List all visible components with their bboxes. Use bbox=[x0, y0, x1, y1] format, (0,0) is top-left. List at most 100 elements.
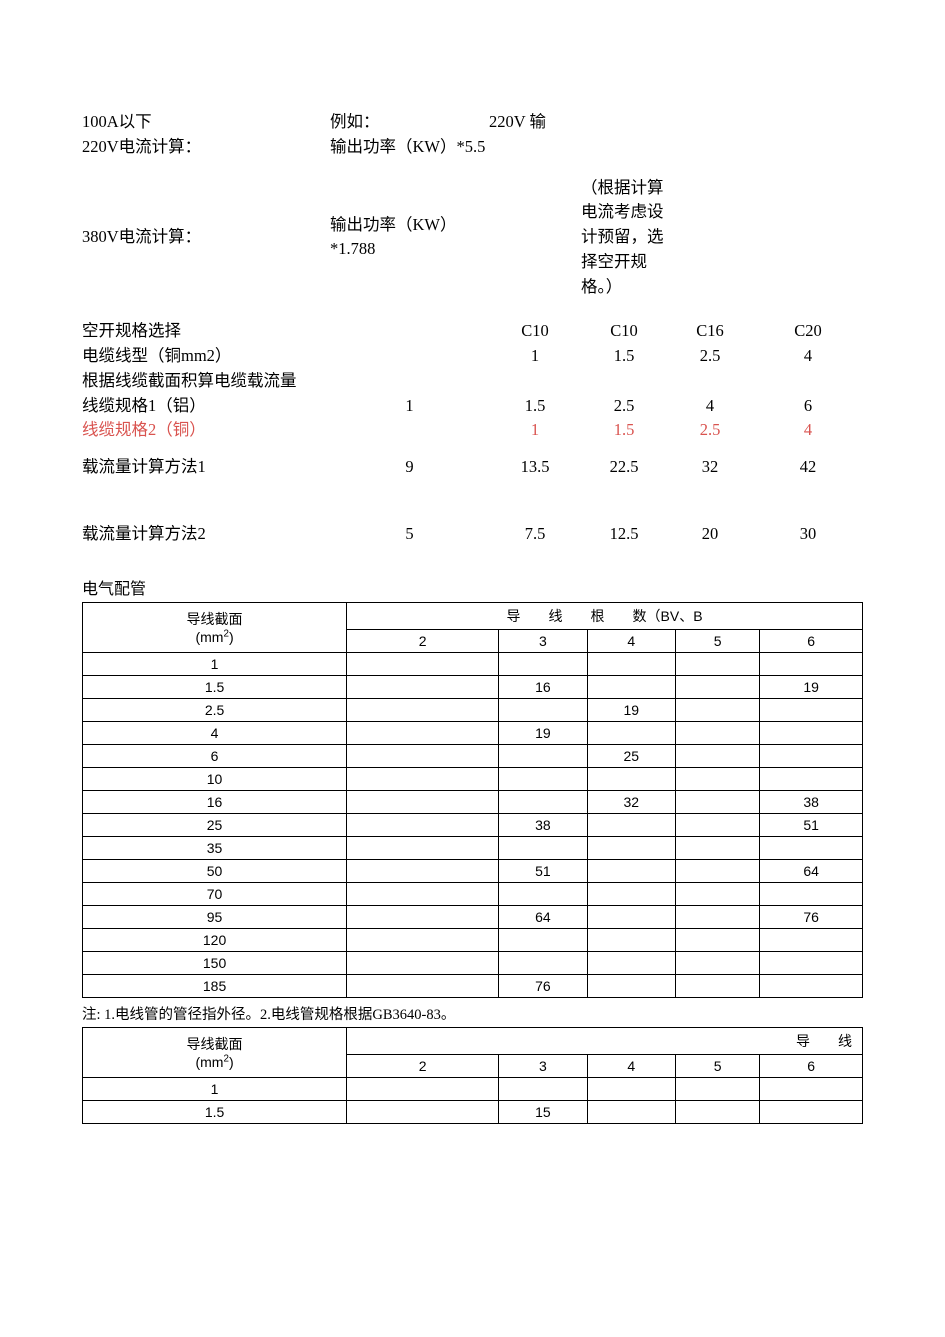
cell bbox=[675, 928, 759, 951]
col-header: 2 bbox=[347, 1054, 499, 1077]
cell: 13.5 bbox=[489, 455, 581, 480]
cell: 76 bbox=[499, 974, 587, 997]
col-header: 4 bbox=[587, 1054, 675, 1077]
cell: 51 bbox=[760, 813, 863, 836]
table-row: 120 bbox=[83, 928, 863, 951]
cell bbox=[587, 905, 675, 928]
cell bbox=[587, 974, 675, 997]
upper-row: 载流量计算方法2 5 7.5 12.5 20 30 bbox=[82, 480, 863, 547]
row-label: 6 bbox=[83, 744, 347, 767]
cell bbox=[760, 698, 863, 721]
cell bbox=[347, 652, 499, 675]
cell bbox=[499, 744, 587, 767]
cell: 12.5 bbox=[581, 522, 667, 547]
cell: C16 bbox=[667, 319, 753, 344]
cell bbox=[760, 836, 863, 859]
cell: （根据计算电流考虑设计预留，选择空开规格。） bbox=[581, 176, 671, 300]
header-corner-line1: 导线截面 bbox=[187, 611, 243, 627]
cell bbox=[675, 905, 759, 928]
cell bbox=[347, 905, 499, 928]
col-header: 4 bbox=[587, 629, 675, 652]
cell bbox=[587, 1100, 675, 1123]
cell bbox=[675, 813, 759, 836]
table-row: 253851 bbox=[83, 813, 863, 836]
row-label: 150 bbox=[83, 951, 347, 974]
cell bbox=[760, 928, 863, 951]
cell bbox=[499, 1077, 587, 1100]
cell bbox=[330, 344, 489, 369]
cell bbox=[347, 767, 499, 790]
upper-row: 根据线缆截面积算电缆载流量 bbox=[82, 369, 863, 394]
cell: 例如： bbox=[330, 110, 489, 135]
table-row: 35 bbox=[83, 836, 863, 859]
cell bbox=[760, 974, 863, 997]
row-label: 1 bbox=[83, 1077, 347, 1100]
table-row: 625 bbox=[83, 744, 863, 767]
row-label: 4 bbox=[83, 721, 347, 744]
cell: 64 bbox=[499, 905, 587, 928]
cell bbox=[347, 859, 499, 882]
upper-calc-block: 100A以下 例如： 220V 输 220V电流计算： 输出功率（KW）*5.5… bbox=[82, 110, 863, 547]
cell: 220V 输 bbox=[489, 110, 581, 135]
table-header-row: 导线截面 (mm2) 导 线 bbox=[83, 1027, 863, 1054]
cell bbox=[347, 1077, 499, 1100]
cell bbox=[760, 882, 863, 905]
cell bbox=[587, 836, 675, 859]
cell bbox=[675, 974, 759, 997]
col-header: 5 bbox=[675, 629, 759, 652]
table-row: 18576 bbox=[83, 974, 863, 997]
cell bbox=[760, 652, 863, 675]
cell bbox=[347, 698, 499, 721]
cell: 2.5 bbox=[667, 418, 753, 443]
cell: 6 bbox=[753, 394, 863, 419]
cell bbox=[489, 369, 581, 394]
cell bbox=[347, 790, 499, 813]
cell bbox=[753, 135, 863, 168]
cell bbox=[499, 767, 587, 790]
cell bbox=[347, 951, 499, 974]
cell bbox=[587, 721, 675, 744]
cell bbox=[489, 135, 581, 168]
header-corner-line2: (mm2) bbox=[195, 1054, 233, 1070]
upper-row: 220V电流计算： 输出功率（KW）*5.5 bbox=[82, 135, 863, 168]
cell bbox=[499, 951, 587, 974]
cell: C10 bbox=[581, 319, 667, 344]
header-right: 导 线 根 数（BV、B bbox=[347, 602, 863, 629]
cell: 16 bbox=[499, 675, 587, 698]
cell: 76 bbox=[760, 905, 863, 928]
table-row: 2.519 bbox=[83, 698, 863, 721]
cell: 64 bbox=[760, 859, 863, 882]
cell: C20 bbox=[753, 319, 863, 344]
header-corner-line1: 导线截面 bbox=[187, 1036, 243, 1052]
cell bbox=[587, 951, 675, 974]
cell: 30 bbox=[753, 522, 863, 547]
cell bbox=[667, 369, 753, 394]
cell: 1 bbox=[330, 394, 489, 419]
cell: 空开规格选择 bbox=[82, 319, 330, 344]
table-row: 150 bbox=[83, 951, 863, 974]
cell bbox=[667, 135, 753, 168]
cell bbox=[675, 1100, 759, 1123]
row-label: 120 bbox=[83, 928, 347, 951]
cell bbox=[347, 974, 499, 997]
cell: 380V电流计算： bbox=[82, 225, 330, 250]
table-row: 1.51619 bbox=[83, 675, 863, 698]
cell bbox=[760, 951, 863, 974]
cell bbox=[587, 813, 675, 836]
upper-row: 空开规格选择 C10 C10 C16 C20 bbox=[82, 307, 863, 344]
table-row: 956476 bbox=[83, 905, 863, 928]
cell bbox=[347, 928, 499, 951]
cell bbox=[753, 369, 863, 394]
cell: 19 bbox=[760, 675, 863, 698]
col-header: 2 bbox=[347, 629, 499, 652]
upper-row: 100A以下 例如： 220V 输 bbox=[82, 110, 863, 135]
cell bbox=[675, 698, 759, 721]
row-label: 16 bbox=[83, 790, 347, 813]
row-label: 35 bbox=[83, 836, 347, 859]
cell: 载流量计算方法1 bbox=[82, 455, 330, 480]
cell bbox=[675, 882, 759, 905]
cell bbox=[760, 721, 863, 744]
col-header: 3 bbox=[499, 1054, 587, 1077]
cell bbox=[587, 767, 675, 790]
col-header: 3 bbox=[499, 629, 587, 652]
